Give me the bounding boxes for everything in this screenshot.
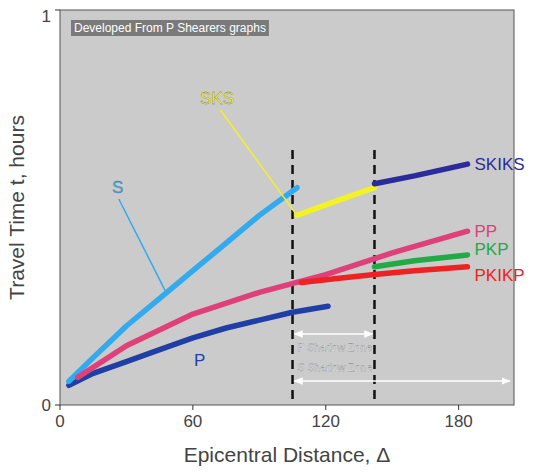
shadow-zone-label: S Shadow Zone xyxy=(298,361,373,373)
series-line xyxy=(69,188,297,382)
series-line xyxy=(297,188,375,216)
plot-data xyxy=(69,150,468,405)
y-tick xyxy=(55,10,60,11)
series-label: SKIKS xyxy=(474,155,524,174)
label-leader xyxy=(220,110,297,215)
x-tick-label: 60 xyxy=(183,412,202,431)
y-tick-label: 1 xyxy=(42,7,51,26)
x-tick-label: 120 xyxy=(312,412,340,431)
series-label: PKIKP xyxy=(474,266,524,285)
shadow-zone-arrow xyxy=(295,380,510,381)
plot-frame xyxy=(60,10,514,405)
y-tick xyxy=(55,405,60,406)
x-tick xyxy=(192,405,193,410)
x-tick-label: 0 xyxy=(55,412,64,431)
y-tick-label: 0 xyxy=(42,396,51,415)
series-line xyxy=(375,255,468,267)
shadow-zone-arrow xyxy=(295,333,373,334)
shadow-zone-label: P Shadow Zone xyxy=(298,341,373,353)
annotation-patch xyxy=(71,20,269,36)
series-label: PP xyxy=(474,222,497,241)
series-label: SKS xyxy=(200,89,234,108)
series-label: S xyxy=(112,178,123,197)
x-axis-title: Epicentral Distance, Δ xyxy=(184,443,391,466)
series-line xyxy=(78,231,468,377)
annotation: Developed From P Shearers graphs xyxy=(74,21,266,35)
label-leader xyxy=(119,199,166,293)
series-label: PKP xyxy=(474,240,508,259)
x-tick-label: 180 xyxy=(444,412,472,431)
x-tick xyxy=(325,405,326,410)
y-axis-title: Travel Time t, hours xyxy=(5,115,28,300)
series-line xyxy=(375,164,468,184)
chart: Developed From P Shearers graphs 0 1 0 60 120… xyxy=(0,0,542,474)
series-label: P xyxy=(194,351,205,370)
x-tick xyxy=(458,405,459,410)
series-line xyxy=(301,267,467,283)
x-tick xyxy=(60,405,61,410)
